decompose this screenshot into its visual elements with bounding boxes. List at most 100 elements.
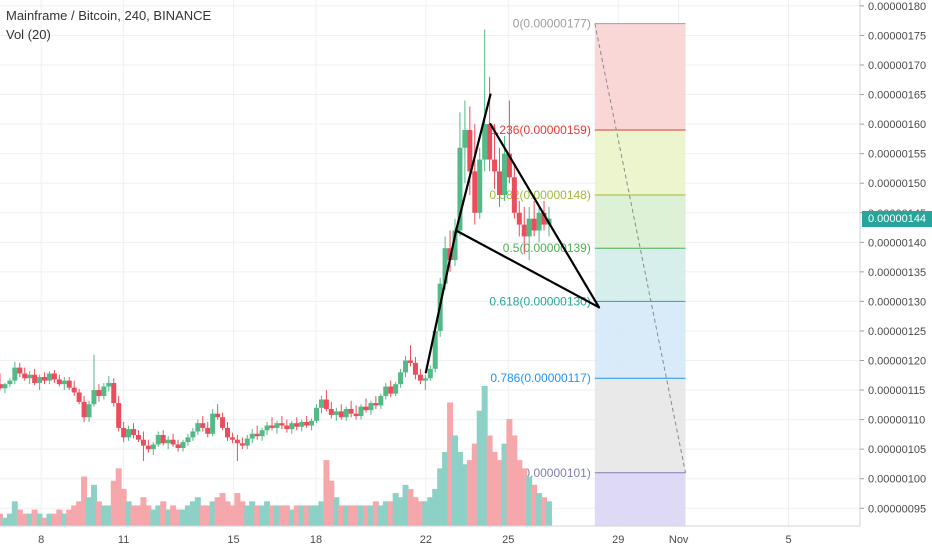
- volume-bar: [21, 513, 28, 526]
- volume-bar: [526, 476, 533, 526]
- candle-body: [101, 386, 107, 396]
- candle-body: [388, 386, 394, 394]
- candle: [42, 372, 48, 385]
- volume-bar: [259, 505, 266, 526]
- candle: [536, 206, 542, 243]
- volume-bar: [288, 509, 295, 526]
- volume-bar: [318, 501, 325, 526]
- candlesticks: [0, 29, 552, 461]
- fib-trend-line: [594, 23, 687, 473]
- candle-body: [422, 378, 428, 381]
- candle-body: [106, 382, 112, 387]
- candle: [239, 437, 245, 450]
- volume-bar: [511, 435, 518, 526]
- volume-bar: [239, 501, 246, 526]
- price-tick-label: 0.00000175: [868, 30, 926, 42]
- candle-body: [71, 387, 77, 393]
- candle: [526, 206, 532, 261]
- trend-pattern-line: [424, 229, 458, 374]
- candle-body: [96, 390, 102, 396]
- candle-body: [279, 423, 285, 426]
- volume-bar: [86, 497, 93, 526]
- candle: [2, 382, 8, 394]
- candle-body: [304, 421, 310, 426]
- candle: [229, 432, 235, 444]
- volume-bar: [298, 505, 305, 526]
- candle: [314, 404, 320, 424]
- volume-bar: [427, 497, 434, 526]
- candle-body: [363, 406, 369, 411]
- fib-zone: [594, 23, 686, 131]
- volume-bar: [249, 501, 256, 526]
- candle: [422, 374, 428, 391]
- fib-zone: [594, 130, 686, 196]
- candle-body: [150, 444, 156, 450]
- candle-body: [353, 413, 359, 417]
- candle: [170, 433, 176, 447]
- candle-body: [452, 230, 458, 261]
- volume-bar: [224, 501, 231, 526]
- volume-bar: [269, 505, 276, 526]
- volume-bar: [447, 402, 454, 526]
- volume-bar: [506, 418, 513, 526]
- price-tick-label: 0.00000160: [868, 119, 926, 131]
- volume-bar: [189, 501, 196, 526]
- candle-body: [393, 384, 399, 394]
- candle: [106, 375, 112, 392]
- candle-body: [506, 153, 512, 178]
- candle: [0, 373, 3, 391]
- pattern-lines: [424, 93, 601, 374]
- candle: [27, 371, 33, 385]
- volume-bar: [130, 505, 137, 526]
- candle-body: [343, 408, 349, 418]
- candle: [32, 368, 38, 386]
- candle: [17, 362, 23, 378]
- volume-bar: [382, 501, 389, 526]
- volume-bar: [170, 505, 177, 526]
- candle: [234, 434, 240, 461]
- candle-body: [7, 380, 13, 385]
- volume-bar: [199, 505, 206, 526]
- candle: [309, 418, 315, 431]
- volume-bar: [303, 505, 310, 526]
- candle-body: [259, 430, 265, 437]
- candle: [378, 393, 384, 409]
- candle-body: [492, 159, 498, 172]
- candle-body: [165, 439, 171, 444]
- fib-zone: [594, 472, 686, 526]
- candle-body: [145, 445, 151, 450]
- price-tick-label: 0.00000135: [868, 267, 926, 279]
- volume-bar: [16, 509, 23, 526]
- candle: [145, 439, 151, 453]
- volume-bar: [466, 460, 473, 526]
- candle: [323, 390, 329, 412]
- volume-bar: [76, 501, 83, 526]
- candle: [407, 345, 413, 367]
- price-tick-label: 0.00000150: [868, 178, 926, 190]
- candle: [497, 147, 503, 207]
- time-tick-label: 15: [227, 534, 239, 546]
- candle: [388, 380, 394, 398]
- candle-body: [91, 390, 97, 405]
- candle-body: [205, 427, 211, 434]
- price-tick-label: 0.00000125: [868, 326, 926, 338]
- candle-body: [299, 421, 305, 427]
- volume-bar: [348, 505, 355, 526]
- volume-bar: [417, 501, 424, 526]
- candle-body: [294, 423, 300, 427]
- candle: [225, 421, 231, 441]
- candle: [254, 425, 260, 440]
- volume-bar: [412, 497, 419, 526]
- candle: [46, 371, 52, 385]
- candle: [462, 100, 468, 184]
- candle-body: [314, 407, 320, 421]
- candle-body: [37, 377, 43, 383]
- candle: [37, 374, 43, 391]
- candle-body: [511, 177, 517, 213]
- trend-pattern-line: [455, 229, 601, 309]
- volume-bar: [204, 505, 211, 526]
- volume-bar: [51, 513, 58, 526]
- candle-body: [274, 423, 280, 428]
